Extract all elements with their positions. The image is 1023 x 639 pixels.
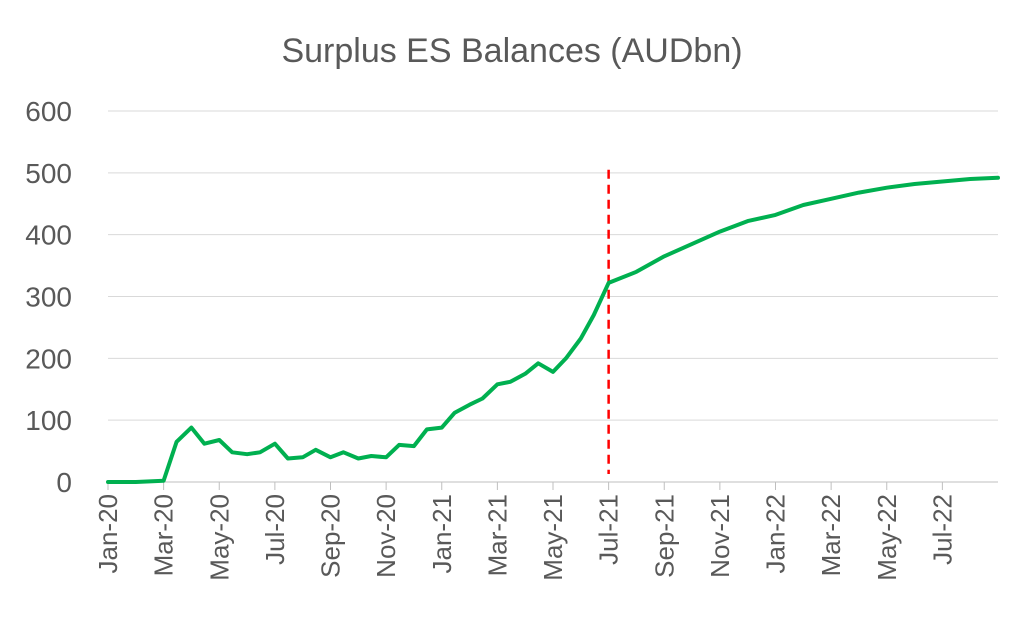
x-tick-label: Mar-22 bbox=[816, 494, 846, 576]
series-line bbox=[106, 175, 1000, 484]
x-tick-label: Jan-21 bbox=[427, 494, 457, 574]
y-tick-label: 200 bbox=[25, 343, 72, 374]
x-tick-label: Mar-21 bbox=[482, 494, 512, 576]
x-tick-label: Jan-22 bbox=[761, 494, 791, 574]
x-tick-label: Nov-21 bbox=[705, 494, 735, 578]
x-tick-label: Sep-20 bbox=[316, 494, 346, 578]
x-axis-tick-labels: Jan-20 Mar-20 May-20 Jul-20 Sep-20 Nov-20 Jan-… bbox=[93, 494, 957, 581]
x-tick-label: May-20 bbox=[204, 494, 234, 581]
y-tick-label: 100 bbox=[25, 405, 72, 436]
chart-title: Surplus ES Balances (AUDbn) bbox=[281, 32, 742, 70]
x-tick-label: Sep-21 bbox=[649, 494, 679, 578]
x-tick-label: Jul-21 bbox=[594, 494, 624, 565]
x-tick-label: Nov-20 bbox=[371, 494, 401, 578]
y-tick-label: 400 bbox=[25, 220, 72, 251]
y-axis-tick-labels: 0 100 200 300 400 500 600 bbox=[25, 96, 72, 498]
x-tick-label: May-22 bbox=[872, 494, 902, 581]
gridlines bbox=[108, 110, 998, 421]
x-tick-label: Jul-22 bbox=[927, 494, 957, 565]
series-group bbox=[106, 175, 1000, 484]
x-axis bbox=[107, 481, 998, 490]
y-tick-label: 0 bbox=[56, 467, 72, 498]
x-tick-label: Jan-20 bbox=[93, 494, 123, 574]
y-tick-label: 500 bbox=[25, 158, 72, 189]
x-tick-label: May-21 bbox=[538, 494, 568, 581]
y-tick-label: 600 bbox=[25, 96, 72, 127]
x-tick-label: Mar-20 bbox=[149, 494, 179, 576]
y-tick-label: 300 bbox=[25, 282, 72, 313]
x-tick-label: Jul-20 bbox=[260, 494, 290, 565]
